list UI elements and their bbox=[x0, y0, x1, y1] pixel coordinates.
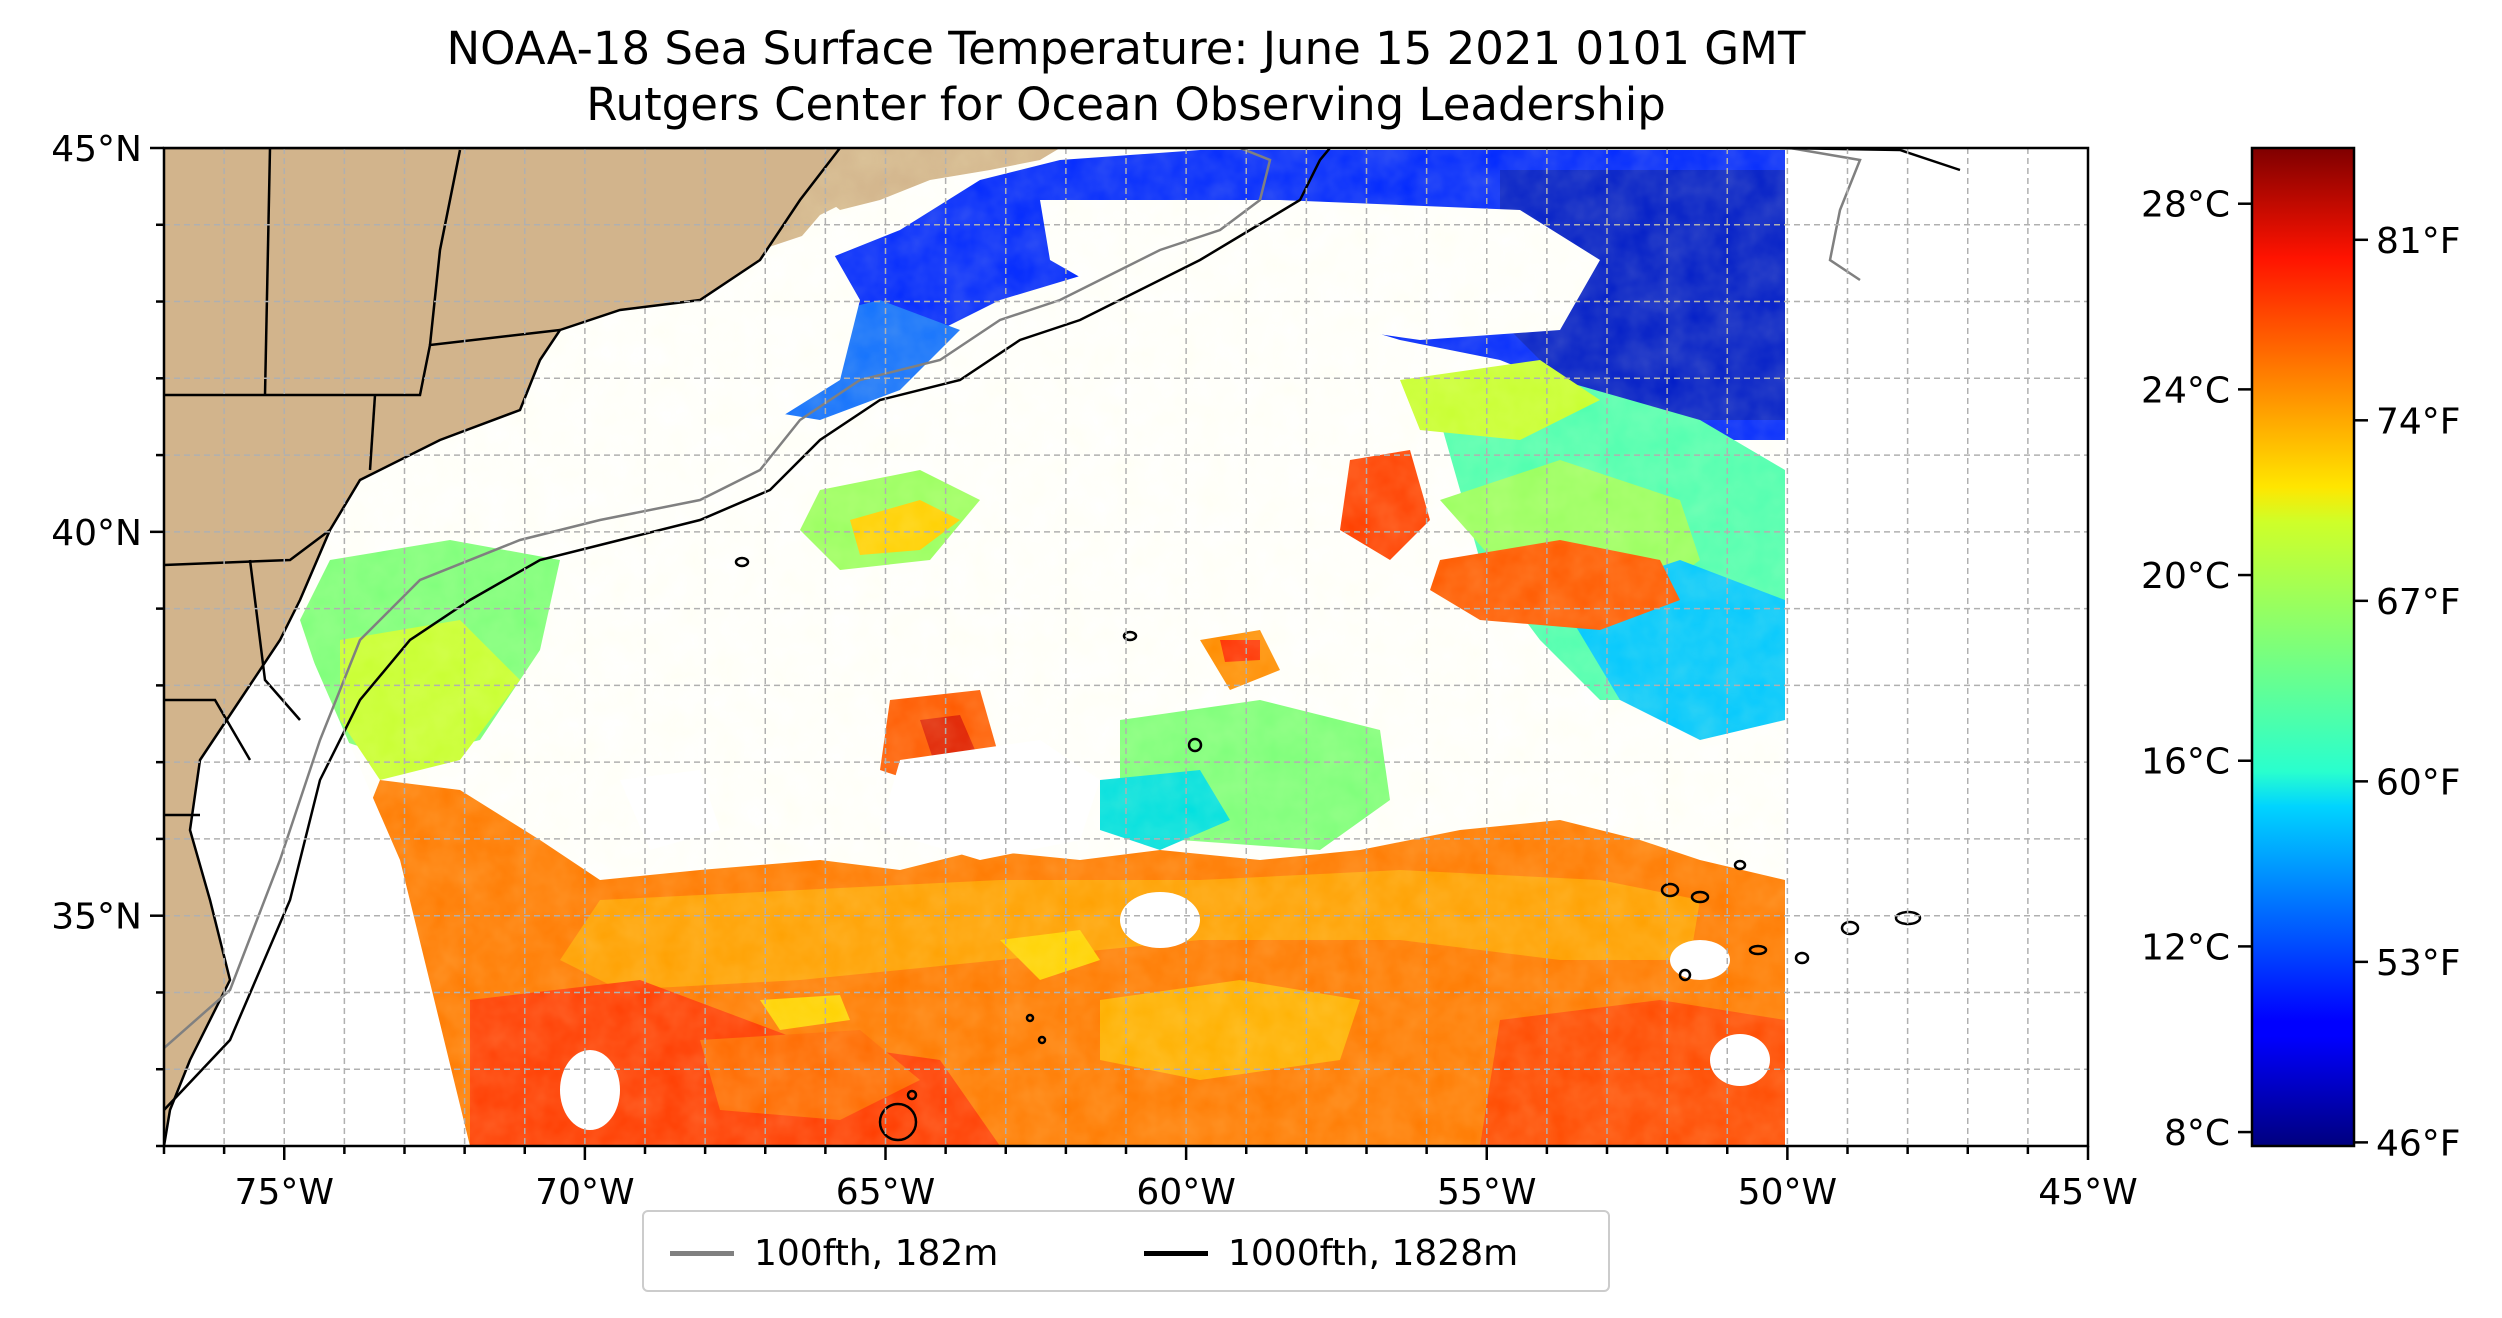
legend-swatch-100fth bbox=[670, 1250, 734, 1256]
y-tick-label: 35°N bbox=[51, 897, 142, 938]
isobath-100fth bbox=[164, 148, 1862, 1049]
coastline bbox=[164, 148, 842, 1146]
y-tick-label: 40°N bbox=[51, 513, 142, 554]
colorbar-celsius-label: 8°C bbox=[2164, 1113, 2230, 1154]
colorbar-fahrenheit-label: 67°F bbox=[2376, 582, 2461, 623]
sst-swath bbox=[164, 148, 2088, 1146]
colorbar-celsius-label: 12°C bbox=[2141, 927, 2230, 968]
colorbar-celsius-label: 28°C bbox=[2141, 185, 2230, 226]
colorbar-axes: 8°C 12°C 16°C 20°C 24°C 28°C 46°F 53°F 60°F 67°F 7… bbox=[2141, 185, 2460, 1165]
x-tick-label: 70°W bbox=[535, 1172, 634, 1213]
colorbar-fahrenheit-label: 81°F bbox=[2376, 221, 2461, 262]
colorbar-fahrenheit-label: 53°F bbox=[2376, 943, 2461, 984]
colorbar-celsius-label: 16°C bbox=[2141, 742, 2230, 783]
legend: 100fth, 182m 1000fth, 1828m bbox=[642, 1210, 1610, 1292]
y-tick-label: 45°N bbox=[51, 129, 142, 170]
legend-label-1000fth: 1000fth, 1828m bbox=[1228, 1232, 1519, 1274]
graticule bbox=[164, 148, 2088, 1146]
map-area bbox=[164, 148, 2088, 1146]
map-axes: 75°W 70°W 65°W 60°W 55°W 50°W 45°W 45°N 40°N 35°N bbox=[51, 129, 2137, 1213]
colorbar-fahrenheit-label: 46°F bbox=[2376, 1123, 2461, 1164]
colorbar-fahrenheit-label: 60°F bbox=[2376, 762, 2461, 803]
x-tick-label: 60°W bbox=[1136, 1172, 1235, 1213]
x-tick-label: 55°W bbox=[1437, 1172, 1536, 1213]
x-tick-label: 75°W bbox=[235, 1172, 334, 1213]
colorbar-fahrenheit-label: 74°F bbox=[2376, 401, 2461, 442]
legend-item-1000fth: 1000fth, 1828m bbox=[1144, 1212, 1518, 1294]
map-subtitle: Rutgers Center for Ocean Observing Leade… bbox=[586, 78, 1666, 131]
colorbar-celsius-label: 20°C bbox=[2141, 556, 2230, 597]
map-title: NOAA-18 Sea Surface Temperature: June 15… bbox=[446, 22, 1806, 75]
x-tick-label: 50°W bbox=[1738, 1172, 1837, 1213]
land-mass-coast bbox=[164, 148, 840, 1146]
seamounts bbox=[734, 556, 1922, 1142]
colorbar-celsius-label: 24°C bbox=[2141, 370, 2230, 411]
legend-swatch-1000fth bbox=[1144, 1250, 1208, 1256]
state-borders-coast bbox=[164, 148, 561, 817]
legend-item-100fth: 100fth, 182m bbox=[670, 1212, 998, 1294]
legend-label-100fth: 100fth, 182m bbox=[754, 1232, 999, 1274]
colorbar bbox=[2250, 146, 2356, 1148]
x-tick-label: 65°W bbox=[836, 1172, 935, 1213]
x-tick-label: 45°W bbox=[2038, 1172, 2137, 1213]
